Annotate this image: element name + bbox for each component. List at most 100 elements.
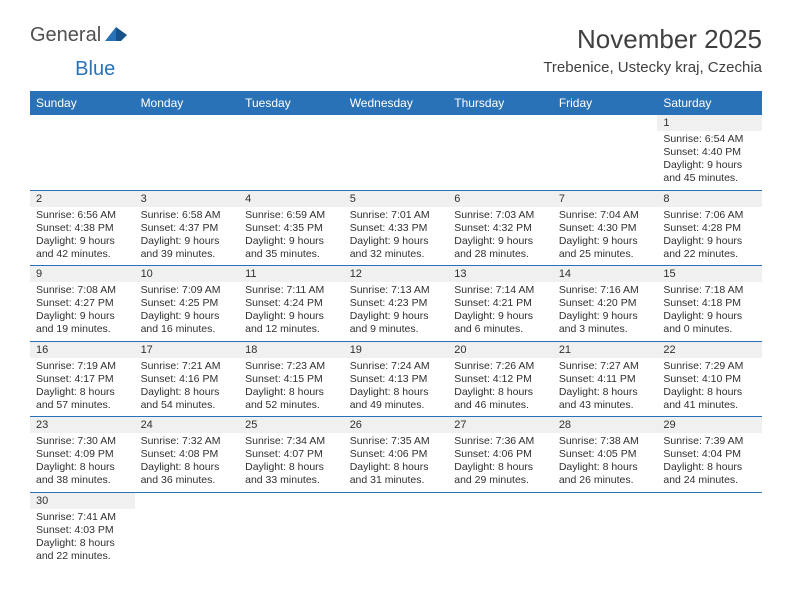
sunset-line: Sunset: 4:20 PM: [559, 297, 652, 310]
day-number: 27: [448, 417, 553, 433]
sunset-line: Sunset: 4:12 PM: [454, 373, 547, 386]
logo-text-general: General: [30, 24, 101, 47]
sunset-line: Sunset: 4:10 PM: [663, 373, 756, 386]
daylight-line-2: and 24 minutes.: [663, 474, 756, 487]
daylight-line-1: Daylight: 8 hours: [141, 386, 234, 399]
sunrise-line: Sunrise: 7:34 AM: [245, 435, 338, 448]
daylight-line-2: and 29 minutes.: [454, 474, 547, 487]
calendar-cell: 12Sunrise: 7:13 AMSunset: 4:23 PMDayligh…: [344, 266, 449, 342]
sunset-line: Sunset: 4:33 PM: [350, 222, 443, 235]
sunset-line: Sunset: 4:15 PM: [245, 373, 338, 386]
logo-text-blue: Blue: [75, 58, 115, 81]
daylight-line-2: and 25 minutes.: [559, 248, 652, 261]
daylight-line-1: Daylight: 9 hours: [454, 235, 547, 248]
calendar-cell: 18Sunrise: 7:23 AMSunset: 4:15 PMDayligh…: [239, 341, 344, 417]
daylight-line-1: Daylight: 8 hours: [350, 461, 443, 474]
daylight-line-2: and 45 minutes.: [663, 172, 756, 185]
sunset-line: Sunset: 4:08 PM: [141, 448, 234, 461]
calendar-cell: 2Sunrise: 6:56 AMSunset: 4:38 PMDaylight…: [30, 190, 135, 266]
sunset-line: Sunset: 4:06 PM: [454, 448, 547, 461]
day-number: 11: [239, 266, 344, 282]
day-number: 21: [553, 342, 658, 358]
daylight-line-2: and 52 minutes.: [245, 399, 338, 412]
sunset-line: Sunset: 4:40 PM: [663, 146, 756, 159]
daylight-line-2: and 12 minutes.: [245, 323, 338, 336]
daylight-line-2: and 9 minutes.: [350, 323, 443, 336]
daylight-line-2: and 42 minutes.: [36, 248, 129, 261]
sunrise-line: Sunrise: 7:24 AM: [350, 360, 443, 373]
sunset-line: Sunset: 4:03 PM: [36, 524, 129, 537]
sunrise-line: Sunrise: 7:11 AM: [245, 284, 338, 297]
day-number: 7: [553, 191, 658, 207]
weekday-header: Tuesday: [239, 91, 344, 115]
daylight-line-1: Daylight: 9 hours: [245, 310, 338, 323]
sunrise-line: Sunrise: 7:04 AM: [559, 209, 652, 222]
sunset-line: Sunset: 4:35 PM: [245, 222, 338, 235]
daylight-line-1: Daylight: 8 hours: [36, 386, 129, 399]
calendar-table: SundayMondayTuesdayWednesdayThursdayFrid…: [30, 91, 762, 567]
sunset-line: Sunset: 4:27 PM: [36, 297, 129, 310]
calendar-cell: 29Sunrise: 7:39 AMSunset: 4:04 PMDayligh…: [657, 417, 762, 493]
day-number: 8: [657, 191, 762, 207]
sunrise-line: Sunrise: 7:01 AM: [350, 209, 443, 222]
calendar-cell: [657, 492, 762, 567]
sunset-line: Sunset: 4:17 PM: [36, 373, 129, 386]
sunset-line: Sunset: 4:18 PM: [663, 297, 756, 310]
sunset-line: Sunset: 4:04 PM: [663, 448, 756, 461]
daylight-line-1: Daylight: 8 hours: [245, 461, 338, 474]
daylight-line-2: and 41 minutes.: [663, 399, 756, 412]
weekday-header: Wednesday: [344, 91, 449, 115]
sunrise-line: Sunrise: 7:08 AM: [36, 284, 129, 297]
sunset-line: Sunset: 4:24 PM: [245, 297, 338, 310]
daylight-line-2: and 19 minutes.: [36, 323, 129, 336]
calendar-cell: 4Sunrise: 6:59 AMSunset: 4:35 PMDaylight…: [239, 190, 344, 266]
calendar-cell: 25Sunrise: 7:34 AMSunset: 4:07 PMDayligh…: [239, 417, 344, 493]
calendar-cell: 27Sunrise: 7:36 AMSunset: 4:06 PMDayligh…: [448, 417, 553, 493]
calendar-cell: 5Sunrise: 7:01 AMSunset: 4:33 PMDaylight…: [344, 190, 449, 266]
month-title: November 2025: [543, 24, 762, 55]
calendar-cell: 21Sunrise: 7:27 AMSunset: 4:11 PMDayligh…: [553, 341, 658, 417]
calendar-cell: 23Sunrise: 7:30 AMSunset: 4:09 PMDayligh…: [30, 417, 135, 493]
sunset-line: Sunset: 4:30 PM: [559, 222, 652, 235]
weekday-header: Monday: [135, 91, 240, 115]
calendar-week-row: 9Sunrise: 7:08 AMSunset: 4:27 PMDaylight…: [30, 266, 762, 342]
calendar-cell: [135, 492, 240, 567]
day-number: 19: [344, 342, 449, 358]
day-number: 23: [30, 417, 135, 433]
daylight-line-1: Daylight: 9 hours: [663, 159, 756, 172]
sunrise-line: Sunrise: 7:09 AM: [141, 284, 234, 297]
daylight-line-1: Daylight: 9 hours: [559, 310, 652, 323]
calendar-cell: [30, 115, 135, 190]
calendar-cell: [239, 115, 344, 190]
daylight-line-1: Daylight: 9 hours: [663, 235, 756, 248]
calendar-cell: 24Sunrise: 7:32 AMSunset: 4:08 PMDayligh…: [135, 417, 240, 493]
calendar-cell: 10Sunrise: 7:09 AMSunset: 4:25 PMDayligh…: [135, 266, 240, 342]
sunrise-line: Sunrise: 7:26 AM: [454, 360, 547, 373]
calendar-cell: 14Sunrise: 7:16 AMSunset: 4:20 PMDayligh…: [553, 266, 658, 342]
daylight-line-1: Daylight: 9 hours: [454, 310, 547, 323]
sunrise-line: Sunrise: 7:29 AM: [663, 360, 756, 373]
sunset-line: Sunset: 4:23 PM: [350, 297, 443, 310]
calendar-cell: 9Sunrise: 7:08 AMSunset: 4:27 PMDaylight…: [30, 266, 135, 342]
sunrise-line: Sunrise: 7:13 AM: [350, 284, 443, 297]
sunrise-line: Sunrise: 7:06 AM: [663, 209, 756, 222]
daylight-line-1: Daylight: 8 hours: [245, 386, 338, 399]
sunrise-line: Sunrise: 7:18 AM: [663, 284, 756, 297]
day-number: 17: [135, 342, 240, 358]
location: Trebenice, Ustecky kraj, Czechia: [543, 59, 762, 76]
sunset-line: Sunset: 4:28 PM: [663, 222, 756, 235]
calendar-cell: 6Sunrise: 7:03 AMSunset: 4:32 PMDaylight…: [448, 190, 553, 266]
sunrise-line: Sunrise: 7:39 AM: [663, 435, 756, 448]
calendar-cell: 22Sunrise: 7:29 AMSunset: 4:10 PMDayligh…: [657, 341, 762, 417]
daylight-line-1: Daylight: 8 hours: [454, 461, 547, 474]
daylight-line-1: Daylight: 9 hours: [141, 310, 234, 323]
day-number: 6: [448, 191, 553, 207]
weekday-header: Friday: [553, 91, 658, 115]
calendar-cell: 8 Sunrise: 7:06 AMSunset: 4:28 PMDaylight…: [657, 190, 762, 266]
page: General November 2025 Trebenice, Ustecky…: [0, 0, 792, 591]
logo-arrow-icon: [103, 25, 127, 46]
calendar-week-row: 23Sunrise: 7:30 AMSunset: 4:09 PMDayligh…: [30, 417, 762, 493]
day-number: 15: [657, 266, 762, 282]
weekday-header: Thursday: [448, 91, 553, 115]
sunset-line: Sunset: 4:38 PM: [36, 222, 129, 235]
